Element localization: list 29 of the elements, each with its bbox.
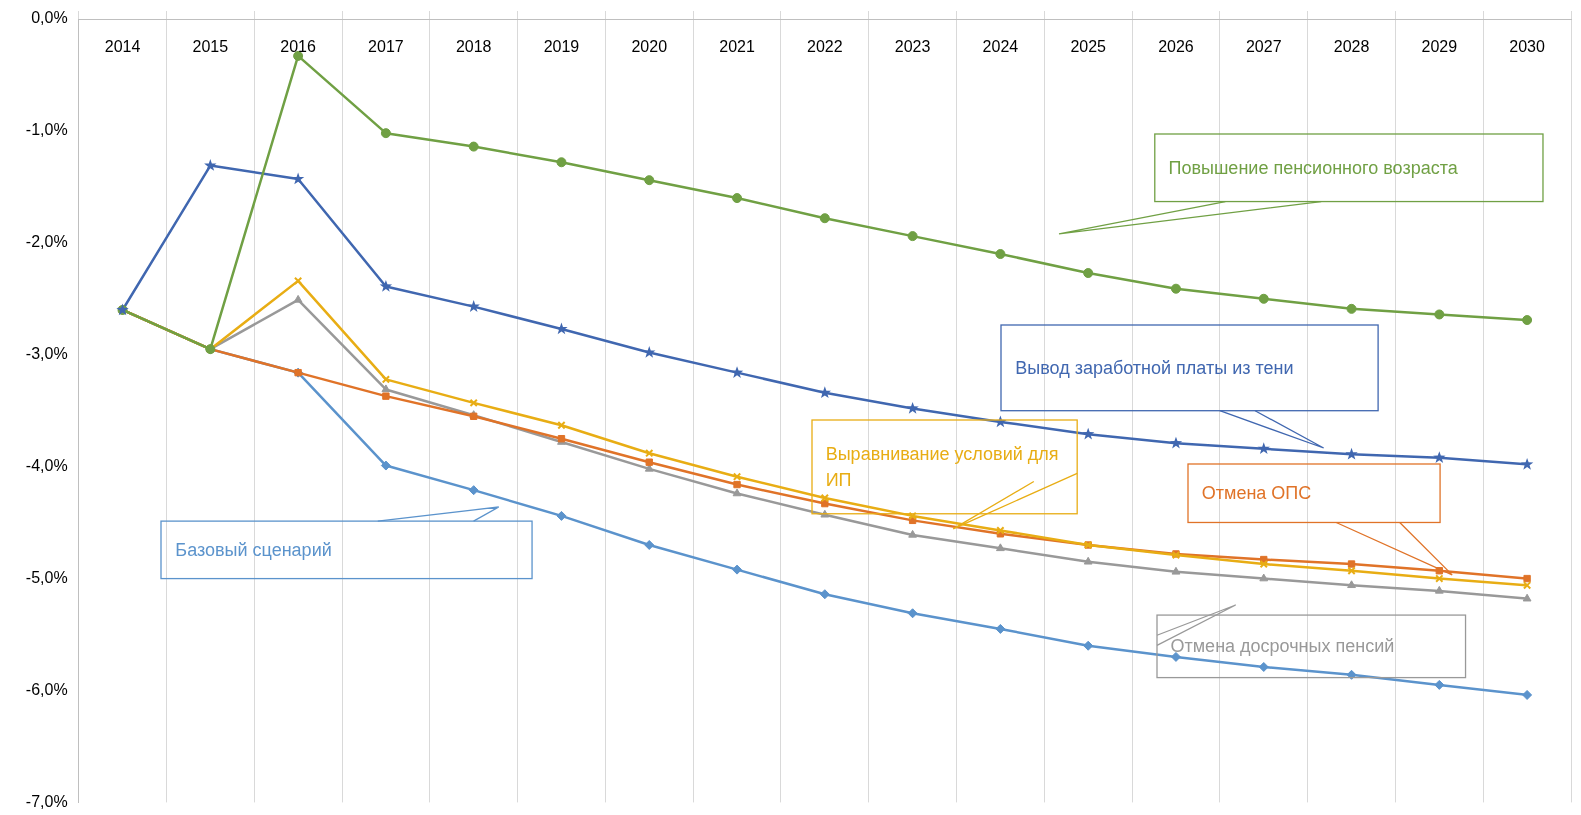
x-tick-label: 2025	[1070, 37, 1107, 55]
y-tick-label: -2,0%	[25, 233, 68, 251]
x-tick-label: 2015	[192, 37, 229, 55]
x-tick-label: 2018	[455, 37, 492, 55]
x-tick-label: 2023	[894, 37, 931, 55]
x-tick-label: 2022	[807, 37, 843, 55]
x-tick-label: 2027	[1245, 37, 1282, 55]
x-tick-label: 2016	[280, 37, 317, 55]
y-tick-label: -3,0%	[25, 345, 68, 363]
callout: Базовый сценарий	[160, 506, 534, 580]
y-tick-label: 0,0%	[31, 9, 68, 27]
y-tick-label: -6,0%	[25, 680, 68, 698]
callout: Повышение пенсионного возраста	[1057, 133, 1544, 235]
x-tick-label: 2026	[1158, 37, 1194, 55]
x-tick-label: 2017	[368, 37, 404, 55]
y-tick-label: -7,0%	[25, 792, 68, 810]
y-tick-label: -1,0%	[25, 121, 68, 139]
x-tick-label: 2029	[1421, 37, 1458, 55]
x-tick-label: 2021	[719, 37, 755, 55]
x-tick-label: 2014	[104, 37, 141, 55]
x-tick-label: 2024	[982, 37, 1019, 55]
x-tick-label: 2020	[631, 37, 668, 55]
y-tick-label: -5,0%	[25, 568, 68, 586]
callout: Отмена досрочных пенсий	[1155, 603, 1467, 679]
x-tick-label: 2019	[543, 37, 580, 55]
x-tick-label: 2030	[1509, 37, 1546, 55]
callout: Отмена ОПС	[1186, 462, 1453, 576]
x-tick-label: 2028	[1333, 37, 1370, 55]
y-tick-label: -4,0%	[25, 457, 68, 475]
